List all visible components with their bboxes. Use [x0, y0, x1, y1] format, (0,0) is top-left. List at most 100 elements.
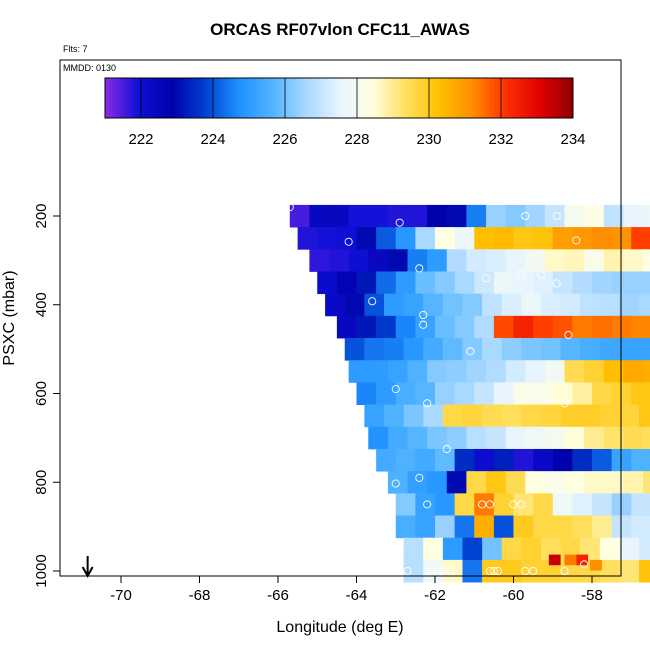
x-axis: -70 -68 -66 -64 -62 -60 -58	[110, 576, 603, 604]
colorbar-segment	[472, 78, 477, 118]
heatmap-cell	[513, 271, 534, 295]
heatmap-cell	[376, 315, 397, 339]
sample-points	[285, 203, 589, 576]
heatmap-cell	[442, 537, 463, 561]
heatmap-cell	[395, 227, 416, 250]
heatmap-cell	[513, 515, 534, 539]
heatmap-cell	[403, 537, 424, 561]
colorbar-segment	[123, 78, 127, 118]
heatmap-cell	[427, 471, 448, 494]
heatmap-cell	[592, 315, 613, 339]
heatmap-cell	[435, 515, 456, 539]
sample-point	[391, 479, 400, 488]
heatmap-cell	[486, 249, 507, 272]
heatmap-cell	[544, 360, 565, 383]
heatmap-cell	[364, 293, 385, 317]
heatmap-cell	[619, 559, 640, 583]
colorbar-segment	[238, 78, 243, 118]
heatmap-cell	[466, 360, 487, 383]
heatmap-cell	[592, 382, 613, 405]
colorbar-segment	[465, 78, 469, 118]
heatmap-cell	[513, 493, 534, 516]
heatmap-cell	[521, 404, 542, 428]
colorbar-segment	[511, 78, 516, 118]
heatmap-cell	[639, 537, 650, 561]
heatmap-cell	[387, 471, 408, 494]
heatmap-cell	[521, 293, 542, 317]
colorbar-tick-label: 230	[416, 131, 441, 148]
colorbar-segment	[263, 78, 268, 118]
heatmap-cell	[482, 338, 503, 361]
heatmap-cell	[544, 471, 565, 494]
heatmap-cell	[446, 204, 467, 228]
heatmap-cell	[603, 204, 624, 228]
heatmap-cell	[564, 554, 577, 566]
heatmap-cell	[368, 204, 389, 228]
heatmap-cell	[592, 271, 613, 295]
heatmap-cell	[540, 293, 561, 317]
sample-point	[368, 297, 377, 306]
heatmap-cell	[505, 360, 526, 383]
heatmap-cell	[435, 493, 456, 516]
heatmap-cell	[415, 227, 436, 250]
colorbar-segment	[371, 78, 376, 118]
sample-point	[423, 500, 432, 509]
y-tick-label: 400	[33, 292, 50, 317]
heatmap-cell	[580, 338, 601, 361]
heatmap-cell	[643, 360, 650, 383]
heatmap-cell	[533, 315, 554, 339]
heatmap-cell	[395, 448, 416, 472]
heatmap-cell	[446, 426, 467, 450]
heatmap-cell	[501, 338, 522, 361]
heatmap-cell	[454, 493, 475, 516]
colorbar-segment	[346, 78, 351, 118]
colorbar-segment	[436, 78, 441, 118]
colorbar-tick-label: 232	[488, 131, 513, 148]
colorbar: 222 224 226 228 230 232 234	[104, 77, 586, 148]
colorbar-segment	[184, 78, 189, 118]
plot-frame	[59, 59, 622, 577]
heatmap-cell	[552, 315, 573, 339]
heatmap-cell	[423, 559, 444, 583]
colorbar-segment	[555, 78, 559, 118]
heatmap-cell	[454, 315, 475, 339]
heatmap-cell	[599, 338, 620, 361]
colorbar-segment	[393, 78, 397, 118]
colorbar-segment	[220, 78, 225, 118]
colorbar-segment	[310, 78, 315, 118]
colorbar-segment	[141, 78, 145, 118]
colorbar-frame	[104, 77, 574, 119]
heatmap-cell	[580, 404, 601, 428]
heatmap-cell	[387, 249, 408, 272]
heatmap-cell	[493, 448, 514, 472]
colorbar-segment	[180, 78, 185, 118]
heatmap-cell	[521, 537, 542, 561]
heatmap-cell	[329, 204, 350, 228]
colorbar-segment	[443, 78, 448, 118]
heatmap-cell	[552, 515, 573, 539]
colorbar-segment	[479, 78, 484, 118]
heatmap-cell	[466, 426, 487, 450]
heatmap-cell	[446, 360, 467, 383]
colorbar-segment	[375, 78, 379, 118]
colorbar-segment	[411, 78, 415, 118]
heatmap-cell	[501, 404, 522, 428]
colorbar-segment	[105, 78, 109, 118]
heatmap-cell	[486, 360, 507, 383]
colorbar-segment	[360, 78, 365, 118]
heatmap-cell	[599, 537, 620, 561]
colorbar-segment	[515, 78, 520, 118]
heatmap-cell	[611, 515, 632, 539]
heatmap-cell	[329, 249, 350, 272]
heatmap-cell	[493, 493, 514, 516]
heatmap-cell	[533, 382, 554, 405]
colorbar-segment	[317, 78, 322, 118]
colorbar-segment	[565, 78, 570, 118]
heatmap-cell	[619, 293, 640, 317]
colorbar-segment	[414, 78, 419, 118]
colorbar-segment	[177, 78, 181, 118]
colorbar-segment	[540, 78, 545, 118]
heatmap-cell	[415, 515, 436, 539]
sample-point	[466, 347, 475, 356]
sample-point	[556, 484, 565, 493]
